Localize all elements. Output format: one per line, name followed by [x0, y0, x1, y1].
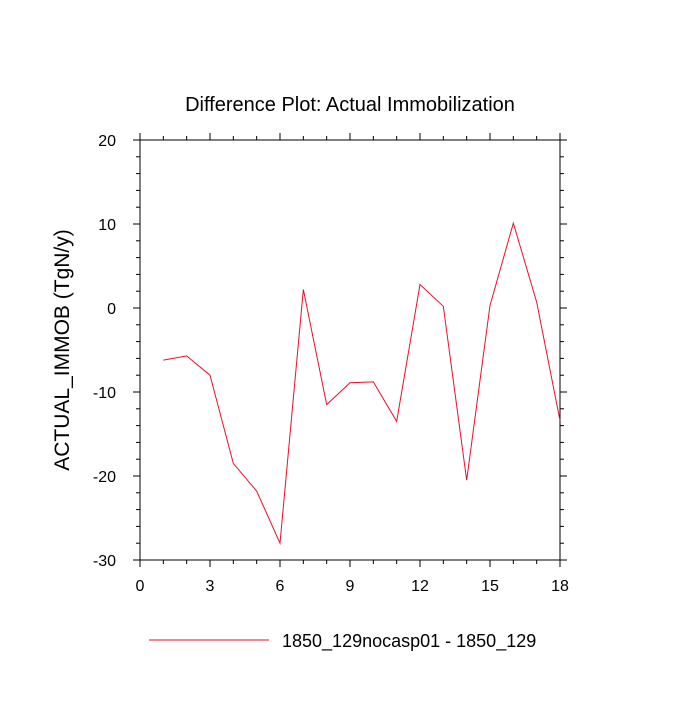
y-tick-label: -20 [93, 469, 116, 486]
y-tick-label: -10 [93, 385, 116, 402]
y-tick-label: 0 [107, 301, 116, 318]
series-group [163, 221, 561, 546]
x-tick-label: 6 [276, 578, 285, 595]
x-tick-label: 3 [206, 578, 215, 595]
y-tick-label: -30 [93, 553, 116, 570]
y-tick-label: 20 [98, 133, 116, 150]
legend-label: 1850_129nocasp01 - 1850_129 [282, 631, 536, 652]
x-tick-label: 12 [411, 578, 429, 595]
axes: 0 3 6 9 12 15 18 -30 -20 -10 0 10 20 [93, 133, 569, 595]
y-axis-label: ACTUAL_IMMOB (TgN/y) [51, 229, 74, 471]
x-tick-label: 0 [136, 578, 145, 595]
y-tick-label: 10 [98, 217, 116, 234]
x-tick-label: 15 [481, 578, 499, 595]
series-line-0 [163, 221, 561, 546]
legend: 1850_129nocasp01 - 1850_129 [149, 631, 536, 652]
chart-title: Difference Plot: Actual Immobilization [185, 94, 515, 116]
x-tick-label: 9 [346, 578, 355, 595]
plot-frame [139, 139, 561, 561]
x-tick-label: 18 [551, 578, 569, 595]
